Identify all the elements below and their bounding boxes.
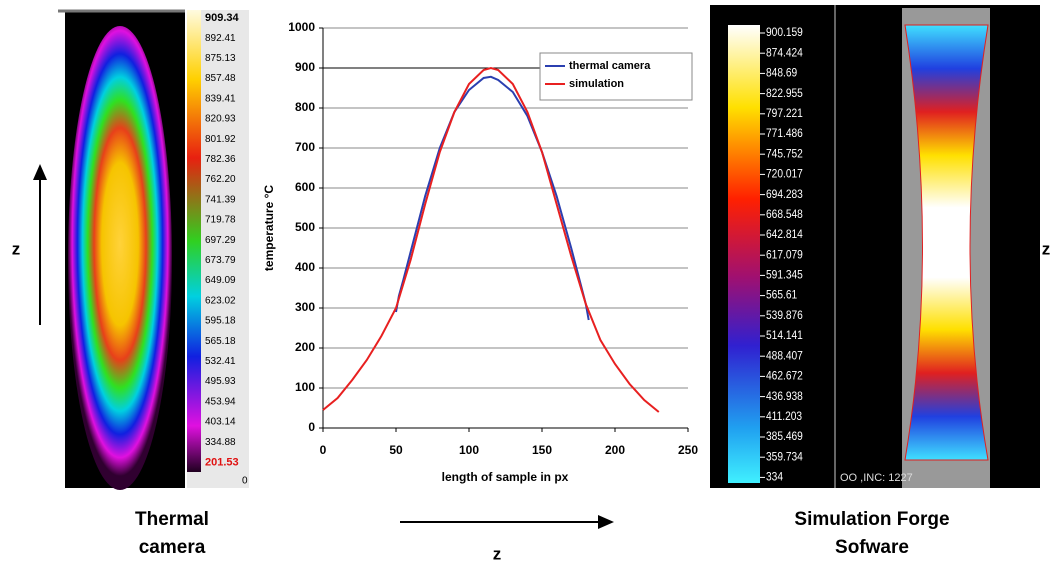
axis-z: z: [12, 239, 21, 258]
y-tick-label: 200: [295, 340, 315, 354]
scale-label: 623.02: [205, 295, 236, 306]
x-tick-label: 200: [605, 443, 625, 457]
scale-label: 617.079: [766, 249, 803, 262]
scale-label: 720.017: [766, 168, 803, 181]
scale-label: 697.29: [205, 235, 236, 246]
scale-label: 909.34: [205, 12, 240, 24]
scale-label: 403.14: [205, 417, 236, 428]
simulation-scale-bar: [728, 25, 760, 483]
scale-label: 801.92: [205, 134, 236, 145]
legend-label: simulation: [569, 78, 624, 90]
scale-label: 514.141: [766, 329, 803, 342]
line: [395, 75, 590, 321]
x-axis-label: length of sample in px: [442, 470, 569, 484]
scale-label: 875.13: [205, 53, 236, 64]
scale-footer: 0: [242, 476, 248, 487]
y-tick-label: 700: [295, 140, 315, 154]
caption: Simulation Forge: [794, 509, 949, 530]
axis-z: z: [1042, 239, 1051, 258]
scale-label: 411.203: [766, 410, 802, 423]
caption: camera: [139, 537, 206, 558]
caption: Thermal: [135, 509, 209, 530]
legend: [539, 52, 693, 101]
scale-label: 488.407: [766, 350, 803, 363]
scale-label: 649.09: [205, 275, 236, 286]
status-text: OO ,INC: 1227: [840, 472, 913, 484]
scale-label: 532.41: [205, 356, 236, 367]
y-tick-label: 600: [295, 180, 315, 194]
x-tick-label: 50: [389, 443, 403, 457]
thermal-scale-bar: [187, 10, 201, 472]
y-tick-label: 900: [295, 60, 315, 74]
scale-label: 694.283: [766, 188, 803, 201]
line: [322, 66, 660, 413]
scale-label: 668.548: [766, 208, 803, 221]
scale-label: 848.69: [766, 67, 797, 80]
scale-label: 782.36: [205, 154, 236, 165]
thermal-spot: [68, 26, 172, 490]
sample-shape: [904, 24, 989, 461]
x-tick-label: 100: [459, 443, 479, 457]
y-tick-label: 500: [295, 220, 315, 234]
scale-label: 642.814: [766, 228, 803, 241]
scale-label: 822.955: [766, 87, 803, 100]
scale-label: 595.18: [205, 316, 236, 327]
scale-label: 839.41: [205, 93, 236, 104]
scale-label: 771.486: [766, 127, 803, 140]
caption: Sofware: [835, 537, 909, 558]
scale-label: 334.88: [205, 437, 236, 448]
scale-label: 719.78: [205, 215, 236, 226]
y-tick-label: 0: [308, 420, 315, 434]
y-tick-label: 400: [295, 260, 315, 274]
scale-label: 201.53: [205, 456, 239, 468]
x-tick-label: 150: [532, 443, 552, 457]
scale-label: 741.39: [205, 194, 236, 205]
axis-z: z: [493, 544, 502, 563]
scale-label: 334: [766, 471, 783, 484]
y-tick-label: 1000: [288, 20, 315, 34]
y-axis-label: temperature °C: [262, 185, 276, 271]
scale-label: 591.345: [766, 269, 803, 282]
scale-label: 359.734: [766, 451, 803, 464]
y-tick-label: 300: [295, 300, 315, 314]
scale-label: 820.93: [205, 114, 236, 125]
scale-label: 436.938: [766, 390, 803, 403]
arrows: [33, 164, 1029, 529]
scale-label: 762.20: [205, 174, 236, 185]
x-tick-label: 0: [320, 443, 327, 457]
scale-label: 797.221: [766, 107, 803, 120]
scale-label: 462.672: [766, 370, 803, 383]
legend-label: thermal camera: [569, 60, 651, 72]
scale-label: 565.61: [766, 289, 797, 302]
scale-label: 900.159: [766, 26, 803, 39]
y-tick-label: 800: [295, 100, 315, 114]
scale-label: 857.48: [205, 73, 236, 84]
scale-label: 495.93: [205, 376, 236, 387]
scale-label: 385.469: [766, 430, 803, 443]
scale-label: 539.876: [766, 309, 803, 322]
scale-label: 892.41: [205, 33, 236, 44]
scale-label: 673.79: [205, 255, 236, 266]
scale-label: 874.424: [766, 47, 803, 60]
x-tick-label: 250: [678, 443, 698, 457]
y-tick-label: 100: [295, 380, 315, 394]
scale-label: 453.94: [205, 396, 236, 407]
scale-label: 745.752: [766, 148, 803, 161]
scale-label: 565.18: [205, 336, 236, 347]
